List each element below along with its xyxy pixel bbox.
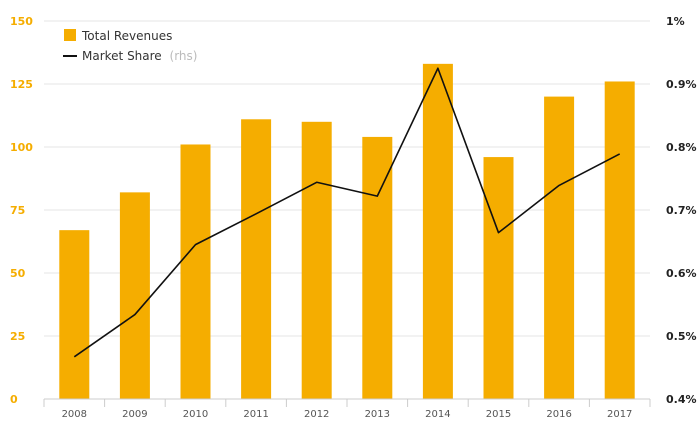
- bar: [483, 157, 514, 399]
- left-tick-label: 150: [10, 15, 33, 28]
- right-tick-label: 0.6%: [666, 267, 697, 280]
- left-tick-label: 125: [10, 78, 33, 91]
- bar: [241, 119, 272, 399]
- x-tick-label: 2014: [425, 409, 450, 420]
- right-tick-label: 1%: [666, 15, 685, 28]
- bar: [604, 81, 635, 399]
- axes: 0 25 50 75 100 125 150 0.4% 0.5% 0.6% 0.7% 0.8% 0.9%…: [10, 15, 697, 420]
- right-tick-label: 0.7%: [666, 204, 697, 217]
- market-share-line: [73, 67, 621, 358]
- legend: Total Revenues Market Share (rhs): [63, 29, 197, 63]
- bar: [422, 63, 453, 400]
- legend-line-suffix: (rhs): [170, 49, 198, 63]
- legend-line-label: Market Share (rhs): [82, 49, 197, 63]
- bar: [544, 96, 575, 399]
- x-tick-label: 2009: [122, 409, 147, 420]
- x-tick-label: 2008: [62, 409, 87, 420]
- line-series: [73, 67, 621, 358]
- right-tick-label: 0.8%: [666, 141, 697, 154]
- left-tick-label: 25: [10, 330, 25, 343]
- bar: [301, 121, 332, 400]
- bar: [180, 144, 211, 399]
- x-tick-label: 2016: [546, 409, 571, 420]
- left-tick-label: 75: [10, 204, 25, 217]
- right-tick-label: 0.5%: [666, 330, 697, 343]
- bar: [119, 192, 150, 399]
- bar: [59, 230, 90, 399]
- x-tick-label: 2010: [183, 409, 208, 420]
- x-tick-label: 2011: [243, 409, 268, 420]
- bar-series: [59, 63, 635, 400]
- x-tick-label: 2012: [304, 409, 329, 420]
- left-tick-label: 0: [10, 393, 18, 406]
- legend-bar-swatch: [64, 29, 76, 41]
- right-tick-label: 0.4%: [666, 393, 697, 406]
- legend-bar-label: Total Revenues: [81, 29, 172, 43]
- x-tick-label: 2017: [607, 409, 632, 420]
- x-tick-label: 2015: [486, 409, 511, 420]
- bar: [362, 136, 393, 400]
- left-tick-label: 100: [10, 141, 33, 154]
- legend-line-name: Market Share: [82, 49, 162, 63]
- x-tick-label: 2013: [365, 409, 390, 420]
- left-tick-label: 50: [10, 267, 26, 280]
- right-tick-label: 0.9%: [666, 78, 697, 91]
